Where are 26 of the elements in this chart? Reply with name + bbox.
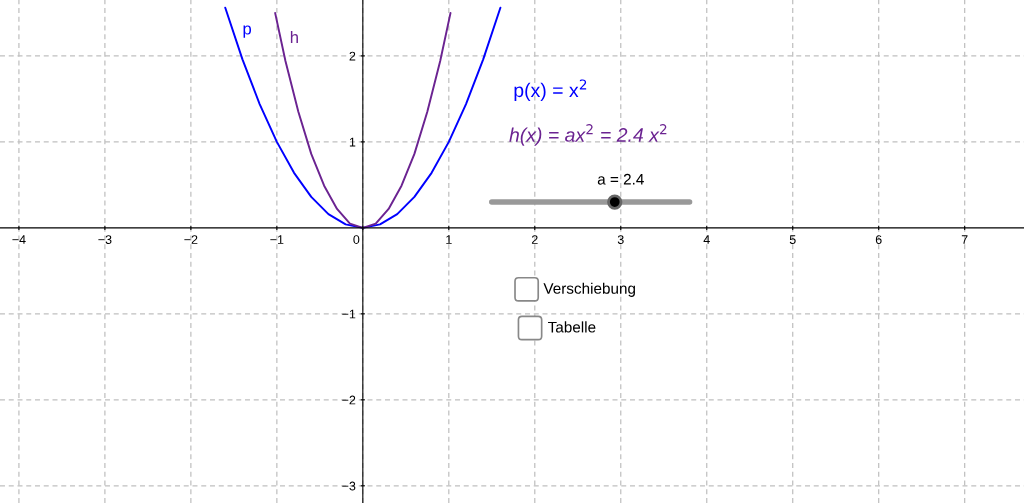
x-tick-label: −2 [184,235,198,244]
x-tick-label: −1 [270,235,284,244]
y-tick-label: 1 [349,137,356,147]
series-label: h [290,30,298,43]
y-tick-label: −3 [342,481,356,491]
x-tick-label: 7 [961,235,968,244]
line-series [274,11,452,229]
annotation: Tabelle [548,321,596,333]
x-tick-label: 3 [617,235,624,244]
x-tick-label: 4 [703,235,710,244]
x-tick-label: 2 [531,235,538,244]
annotation: p(x) = x$^{2}$ [514,79,587,101]
annotation: h(x) = ax$^{2}$ = 2.4 x$^{2}$ [509,124,667,146]
x-tick-label: 6 [875,235,882,244]
line-series [224,6,502,229]
series-label: p [243,25,252,38]
x-tick-label: 1 [446,235,452,244]
annotation: a = 2.4 [597,173,644,185]
y-tick-label: −1 [342,309,356,319]
annotation: Verschiebung [543,282,635,297]
x-tick-label: 5 [789,235,796,244]
y-tick-label: −2 [342,395,356,405]
x-tick-label: −3 [98,235,112,244]
x-tick-label: 0 [353,235,360,244]
x-tick-label: −4 [12,235,26,244]
y-tick-label: 2 [349,51,356,61]
